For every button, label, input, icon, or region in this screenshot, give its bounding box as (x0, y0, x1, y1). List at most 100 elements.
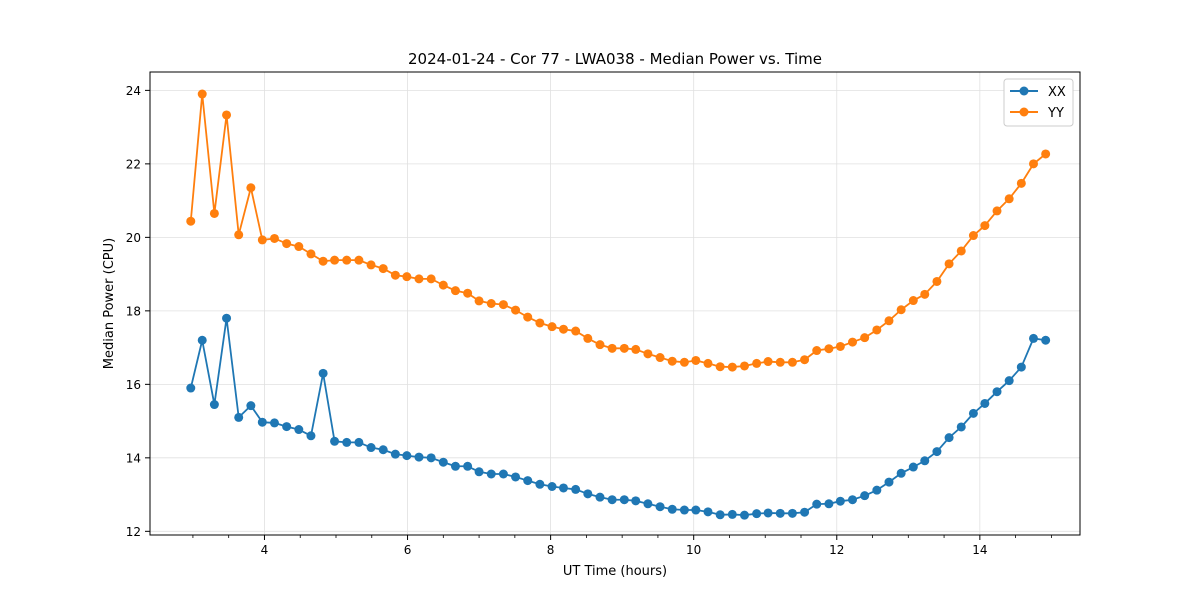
data-point-xx (824, 499, 834, 509)
data-point-yy (715, 362, 725, 372)
data-point-xx (330, 436, 340, 446)
data-point-yy (558, 324, 568, 334)
chart-title: 2024-01-24 - Cor 77 - LWA038 - Median Po… (408, 50, 822, 68)
data-point-xx (667, 504, 677, 514)
data-point-yy (691, 355, 701, 365)
data-point-xx (631, 496, 641, 506)
data-point-xx (643, 499, 653, 509)
data-point-xx (186, 383, 196, 393)
data-point-yy (763, 357, 773, 367)
data-point-xx (486, 469, 496, 479)
data-point-yy (354, 255, 364, 265)
data-point-xx (523, 476, 533, 486)
data-point-yy (920, 289, 930, 299)
y-axis-label: Median Power (CPU) (102, 238, 117, 369)
data-point-xx (980, 398, 990, 408)
plot-frame (149, 71, 1081, 536)
data-point-yy (486, 299, 496, 308)
data-point-yy (197, 89, 207, 99)
x-tick-label: 10 (686, 543, 701, 557)
grid-layer (150, 72, 1080, 535)
data-point-xx (691, 505, 701, 515)
data-point-xx (848, 495, 858, 505)
x-tick-label: 6 (404, 543, 412, 557)
data-point-yy (498, 300, 508, 310)
data-point-xx (306, 431, 316, 441)
data-point-xx (197, 335, 207, 345)
data-point-yy (619, 343, 629, 353)
data-point-yy (655, 353, 665, 363)
data-point-xx (282, 422, 292, 432)
data-point-xx (775, 508, 785, 518)
data-point-xx (944, 433, 954, 443)
y-tick-label: 12 (126, 525, 141, 539)
y-tick-label: 16 (126, 378, 141, 392)
data-point-xx (222, 313, 232, 323)
data-point-xx (860, 491, 870, 501)
data-point-yy (727, 362, 737, 372)
data-point-xx (727, 509, 737, 519)
data-point-xx (800, 507, 810, 517)
data-point-yy (835, 341, 845, 351)
data-point-xx (246, 401, 256, 411)
data-point-xx (920, 456, 930, 466)
data-point-yy (703, 358, 713, 368)
data-point-yy (968, 231, 978, 241)
legend-marker-xx (1019, 86, 1029, 96)
legend-label-xx: XX (1048, 85, 1066, 100)
data-point-yy (1041, 149, 1051, 159)
data-point-xx (787, 508, 797, 518)
data-point-xx (956, 422, 966, 432)
y-tick-label: 14 (126, 451, 141, 465)
data-point-xx (884, 477, 894, 487)
data-point-xx (715, 510, 725, 520)
x-axis-label: UT Time (hours) (563, 564, 667, 579)
data-point-yy (787, 357, 797, 367)
data-point-yy (980, 221, 990, 231)
data-point-yy (463, 288, 473, 298)
data-point-yy (812, 346, 822, 356)
data-point-xx (498, 469, 508, 479)
data-point-xx (269, 418, 279, 428)
data-point-yy (414, 274, 424, 284)
ticks-layer: 4 6 8 10 12 14 12 14 16 18 20 22 24 (126, 84, 1052, 557)
data-point-yy (511, 305, 521, 315)
data-point-yy (571, 326, 581, 336)
data-point-yy (667, 356, 677, 366)
data-point-yy (1016, 178, 1026, 188)
data-point-xx (1016, 362, 1026, 372)
data-point-xx (968, 408, 978, 418)
data-point-xx (390, 449, 400, 459)
legend-marker-yy (1019, 107, 1029, 117)
data-point-xx (763, 508, 773, 518)
data-point-xx (234, 412, 244, 422)
data-point-xx (583, 489, 593, 499)
data-point-xx (703, 507, 713, 517)
data-point-yy (679, 357, 689, 367)
data-point-yy (547, 322, 557, 332)
data-point-yy (330, 255, 340, 265)
data-point-xx (402, 451, 412, 461)
data-point-yy (872, 325, 882, 335)
data-point-xx (571, 484, 581, 494)
data-point-yy (752, 358, 762, 368)
data-point-xx (896, 468, 906, 478)
data-point-xx (257, 417, 267, 427)
data-point-xx (378, 445, 388, 455)
y-tick-label: 18 (126, 304, 141, 318)
data-point-xx (558, 483, 568, 493)
data-point-yy (306, 249, 316, 259)
series-layer (186, 89, 1051, 520)
data-point-yy (257, 235, 267, 245)
data-point-yy (294, 242, 304, 252)
legend: XX YY (1003, 78, 1074, 127)
data-point-yy (643, 349, 653, 359)
data-point-yy (992, 206, 1002, 216)
data-point-xx (1041, 335, 1051, 345)
data-point-xx (535, 479, 545, 489)
data-point-xx (547, 481, 557, 491)
x-tick-label: 4 (261, 543, 269, 557)
data-point-xx (354, 437, 364, 447)
data-point-yy (956, 246, 966, 256)
